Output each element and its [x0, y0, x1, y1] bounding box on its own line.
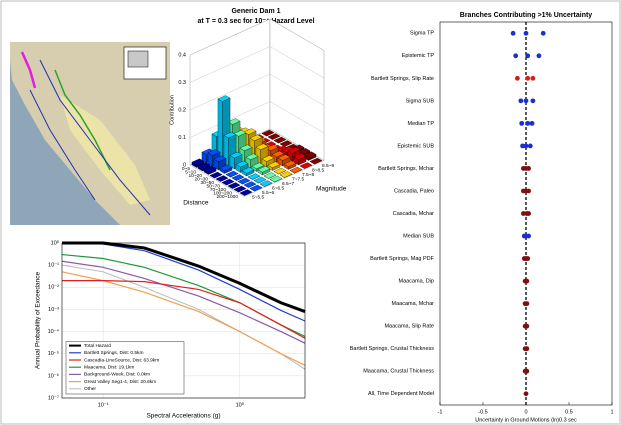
dot [515, 76, 520, 81]
legend-label: Background-Week, Dist: 0.0km [84, 372, 150, 378]
z-tick-label: 0.4 [178, 52, 186, 58]
legend-label: Bartlett Springs, Dist: 0.5km [84, 350, 143, 356]
y-tick-label: 8.5~9 [322, 163, 334, 169]
y-tick-label: 10⁻⁴ [48, 328, 60, 335]
y-tick-label: Median SUB [403, 233, 434, 239]
dot [526, 211, 531, 216]
x-tick-label: 0.5 [565, 409, 573, 415]
y-tick-label: Maacama, Mchar [392, 301, 435, 307]
y-tick-label: 10⁰ [51, 239, 60, 246]
dot [524, 98, 529, 103]
y-tick-label: Maacama, Dip [399, 279, 434, 285]
y-tick-label: Bartlett Springs, Mag PDF [370, 256, 435, 262]
map-inset-area [128, 51, 148, 67]
figure: Generic Dam 1 at T = 0.3 sec for 10⁻⁴ Haz… [0, 0, 621, 425]
y-tick-label: Epistemic SUB [397, 143, 434, 149]
dot [524, 31, 529, 36]
dot [525, 53, 530, 58]
dot [530, 98, 535, 103]
x-tick-label: 10⁻¹ [98, 402, 109, 408]
y-tick-label: Median TP [408, 121, 435, 127]
y-tick-label: Maacama, Slip Rate [384, 324, 434, 330]
dot [537, 53, 542, 58]
z-axis-label: Contribution [169, 95, 175, 125]
y-tick-label: 10⁻⁶ [48, 372, 59, 379]
y-tick-label: Cascadia, Mchar [393, 211, 434, 217]
dot [524, 279, 529, 284]
dot [541, 31, 546, 36]
dot [525, 76, 530, 81]
dot [524, 369, 529, 374]
dot [530, 121, 535, 126]
dot [530, 76, 535, 81]
chart-subtitle: at T = 0.3 sec for 10⁻⁴ Hazard Level [197, 18, 314, 25]
y-tick-label: All, Time Dependent Model [368, 391, 434, 397]
dot [526, 166, 531, 171]
x-tick-label: -0.5 [478, 409, 487, 415]
dot [524, 301, 529, 306]
chart-title: Generic Dam 1 [231, 8, 280, 15]
z-tick-label: 0.3 [178, 80, 186, 86]
y-tick-label: 10⁻² [48, 285, 59, 291]
dot [525, 121, 530, 126]
x-axis-label: Distance [183, 199, 209, 206]
y-tick-label: 10⁻⁷ [48, 394, 59, 401]
x-tick-label: 10⁰ [236, 401, 245, 408]
y-axis-label: Magnitude [316, 186, 347, 193]
y-tick-label: 10⁻⁵ [48, 350, 59, 357]
y-tick-label: Sigma SUB [406, 98, 435, 104]
z-tick-label: 0.2 [178, 107, 186, 113]
legend-label: Other [84, 386, 96, 392]
legend-label: Cascadia-LineSource, Dist: 63.9km [84, 357, 159, 363]
y-tick-label: Cascadia, Paleo [394, 188, 434, 194]
dot [524, 144, 529, 149]
map [10, 42, 170, 225]
chart-title: Branches Contributing >1% Uncertainty [460, 12, 593, 19]
y-tick-label: Epistemic TP [402, 53, 435, 59]
dot [525, 256, 530, 261]
dot [528, 144, 533, 149]
z-tick-label: 0.1 [178, 135, 186, 141]
dot [526, 234, 531, 239]
y-tick-label: 10⁻³ [48, 307, 59, 313]
x-tick-label: -1 [438, 409, 443, 415]
y-tick-label: Bartlett Springs, Slip Rate [371, 76, 434, 82]
dot [526, 189, 531, 194]
dot [519, 121, 524, 126]
dot [524, 324, 529, 329]
dot [513, 53, 518, 58]
x-axis-label: Spectral Accelerations (g) [146, 413, 220, 420]
legend-label: Maacama, Dist: 19.1km [84, 364, 134, 370]
x-axis-label: Uncertainty in Ground Motions (ln)0.3 se… [475, 417, 577, 423]
y-tick-label: Maacama, Crustal Thickness [363, 369, 434, 375]
dot [518, 98, 523, 103]
dot [524, 346, 529, 351]
x-tick-label: 1 [610, 409, 613, 415]
dot [524, 391, 529, 396]
y-axis-label: Annual Probability of Exceedance [35, 272, 42, 370]
legend-label: Total Hazard [84, 343, 111, 349]
y-tick-label: Bartlett Springs, Crustal Thickness [350, 346, 435, 352]
y-tick-label: Sigma TP [410, 31, 434, 37]
x-tick-label: 0 [524, 409, 527, 415]
y-tick-label: Bartlett Springs, Mchar [378, 166, 434, 172]
y-tick-label: 10⁻¹ [48, 263, 59, 269]
dot [511, 31, 516, 36]
x-tick-label: 200~1000 [217, 194, 239, 200]
legend-label: Great Valley Seg1-4, Dist: 20.6km [84, 379, 156, 385]
